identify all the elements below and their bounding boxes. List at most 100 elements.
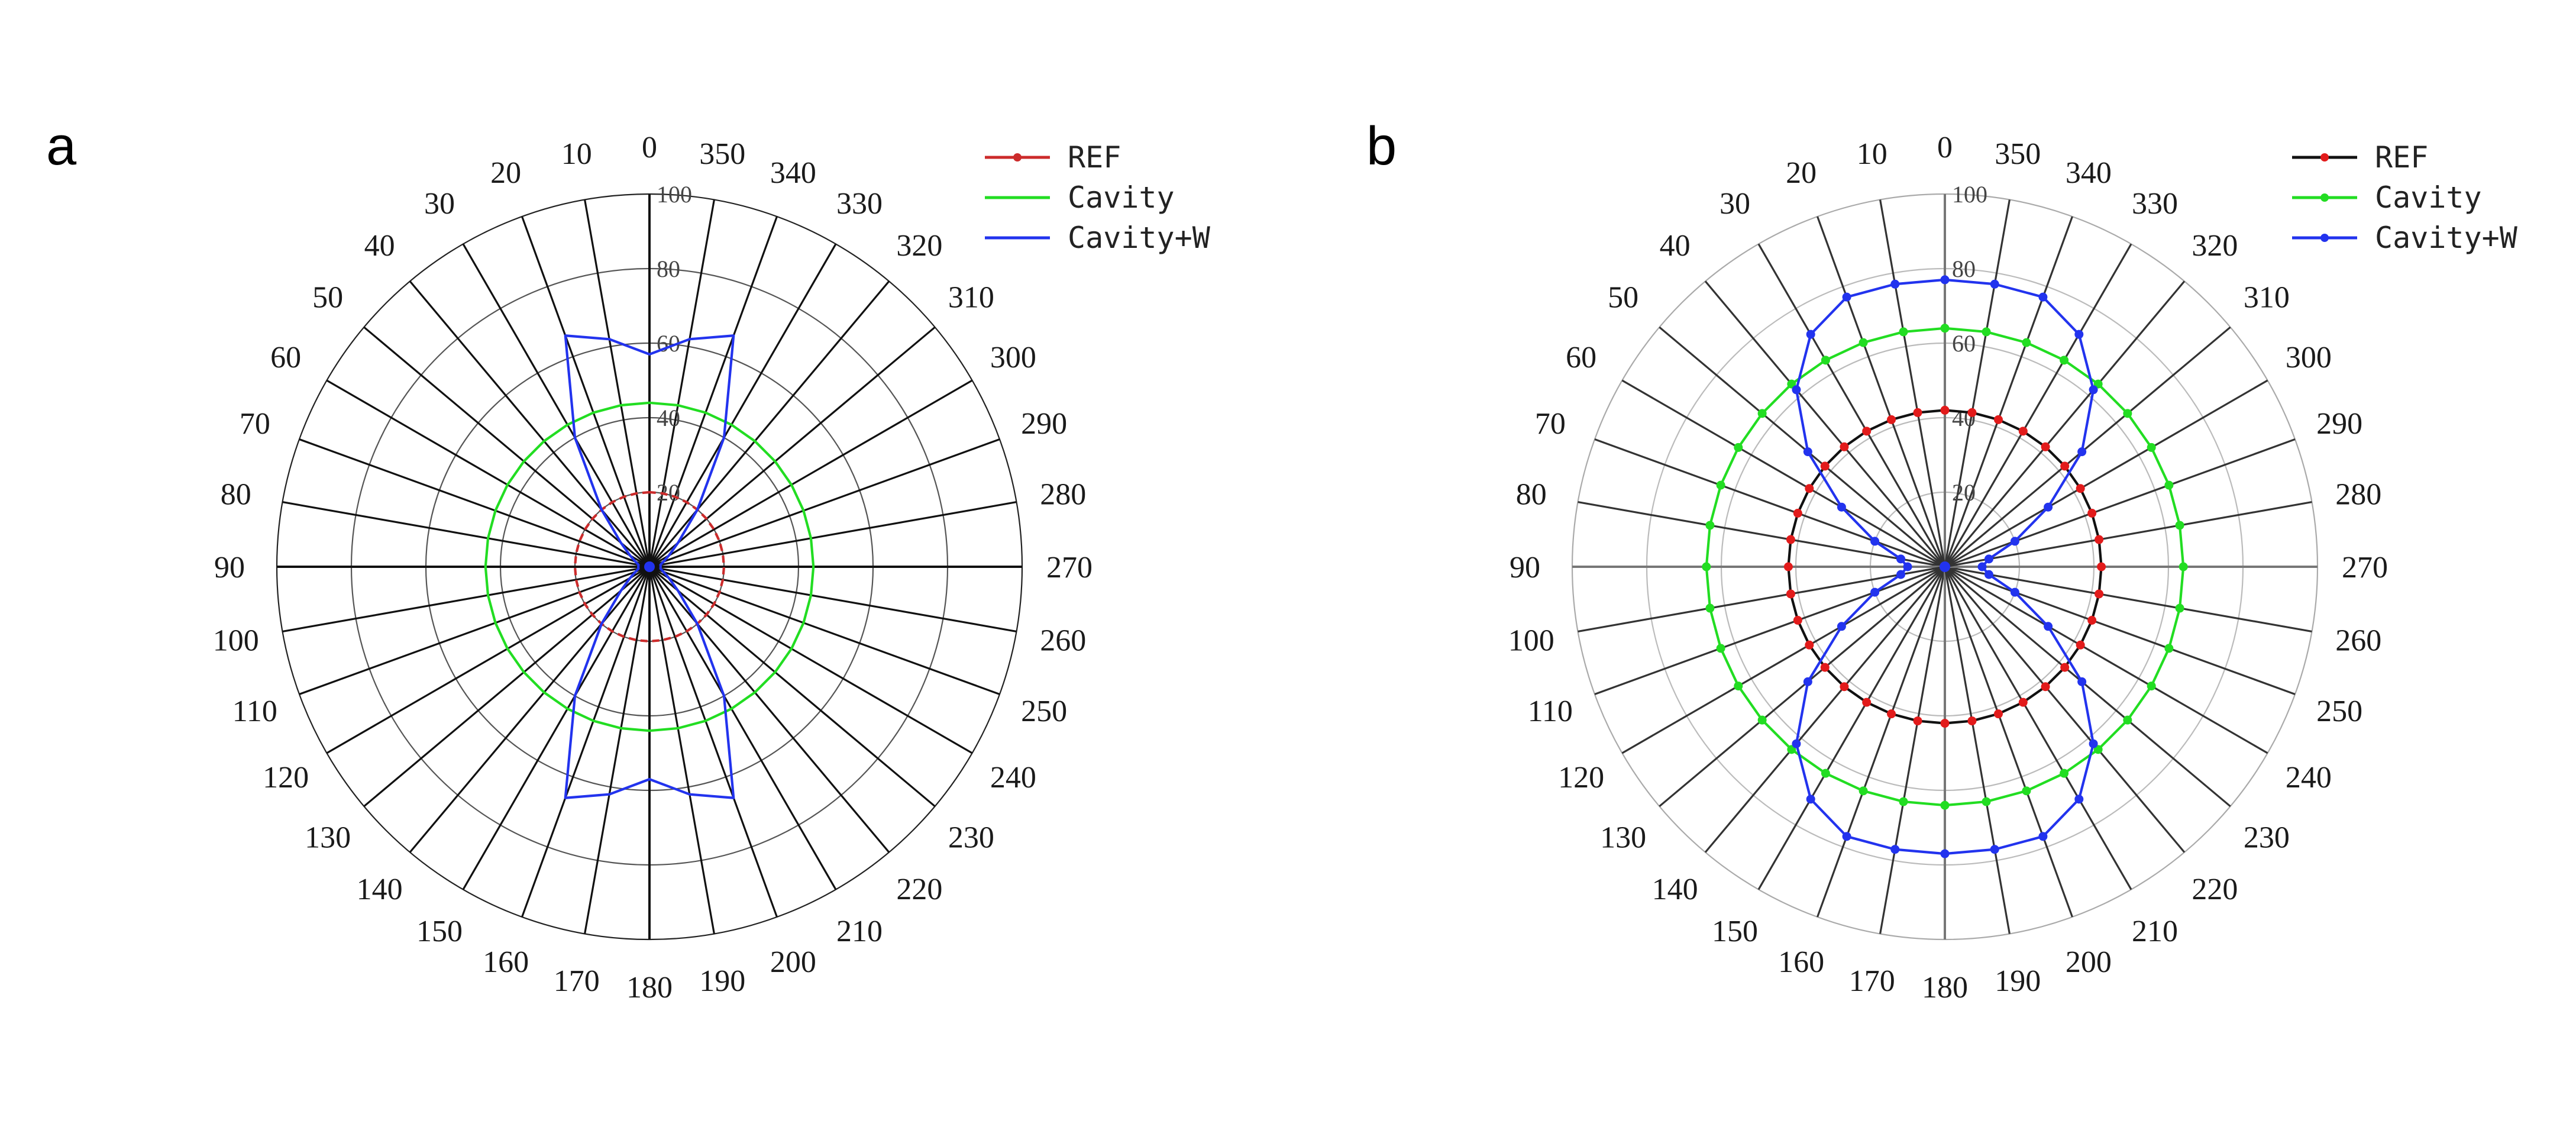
angular-grid-spoke [1594, 438, 1945, 568]
data-point-cavity-w [1803, 447, 1812, 457]
data-point-ref [1805, 640, 1814, 650]
angle-tick-label: 160 [1778, 945, 1824, 979]
angle-tick-label: 30 [1720, 187, 1750, 221]
angular-grid-spoke [1817, 216, 1946, 567]
angular-grid-spoke [1757, 566, 1946, 890]
series-line-ref [573, 490, 726, 643]
angle-tick-label: 150 [416, 915, 463, 948]
angular-grid-spoke [299, 438, 650, 568]
angle-tick-label: 340 [770, 156, 816, 190]
angular-grid-spoke [1944, 379, 2268, 568]
angular-grid-spoke [1578, 501, 1945, 568]
angular-grid-spoke [1704, 566, 1946, 853]
data-point-cavity [1859, 338, 1868, 347]
data-point-ref [1993, 709, 2003, 719]
polar-chart-b: 2040608010001020304050607080901001101201… [1508, 131, 2518, 1005]
data-point-ref [2018, 427, 2028, 436]
angular-grid-spoke [584, 199, 651, 567]
data-point-cavity [1734, 443, 1743, 452]
angle-tick-label: 220 [2192, 873, 2238, 906]
data-point-cavity-w [2089, 385, 2098, 395]
angle-tick-label: 80 [221, 478, 251, 512]
series-line-cavity-w [564, 334, 735, 799]
data-point-cavity [1757, 715, 1767, 725]
angular-grid-spoke [1621, 566, 1945, 754]
legend-marker [2320, 234, 2329, 242]
data-point-cavity [1821, 768, 1830, 778]
data-point-cavity [1899, 327, 1908, 337]
radial-tick-label: 100 [657, 181, 692, 208]
angle-tick-label: 170 [1849, 964, 1895, 998]
angle-tick-label: 10 [561, 137, 592, 171]
angle-tick-label: 290 [1021, 407, 1067, 441]
angular-grid-spoke [462, 566, 651, 890]
center-hub [1940, 561, 1950, 572]
angular-grid-spoke [1944, 243, 2132, 567]
data-point-cavity-w [1940, 849, 1950, 858]
angular-grid-spoke [1944, 566, 2312, 632]
data-point-cavity-w [1842, 292, 1851, 302]
angular-grid-spoke [648, 566, 936, 808]
angle-tick-label: 210 [2132, 915, 2178, 948]
angular-grid-spoke [1659, 326, 1946, 568]
data-point-cavity-w [1977, 562, 1987, 571]
angle-tick-label: 0 [1937, 131, 1953, 164]
angular-grid-spoke [648, 326, 936, 568]
angle-tick-label: 120 [263, 761, 309, 795]
data-point-cavity-w [1870, 537, 1880, 546]
angular-grid-spoke [649, 566, 1017, 632]
angle-tick-label: 300 [990, 341, 1036, 374]
legend-label: Cavity [1068, 180, 1175, 215]
data-point-ref [2076, 484, 2085, 493]
angle-tick-label: 350 [1995, 137, 2041, 171]
legend-label: REF [2375, 140, 2428, 175]
radial-tick-label: 20 [657, 479, 680, 506]
angular-grid-spoke [326, 379, 650, 568]
angle-tick-label: 350 [699, 137, 745, 171]
data-point-cavity [1716, 644, 1725, 653]
data-point-cavity [1734, 682, 1743, 691]
angular-grid-spoke [1757, 243, 1946, 567]
data-point-cavity-w [1792, 739, 1801, 748]
angle-tick-label: 180 [1922, 971, 1968, 1005]
radial-tick-label: 80 [1952, 256, 1976, 282]
panel-label-a: a [46, 116, 77, 176]
data-point-cavity [1702, 562, 1711, 571]
data-point-cavity-w [1803, 677, 1812, 686]
angle-tick-label: 70 [240, 407, 270, 441]
angular-grid-spoke [648, 566, 715, 934]
data-point-ref [2018, 697, 2028, 707]
data-point-cavity-w [1990, 845, 1999, 854]
angular-grid-spoke [521, 566, 651, 918]
data-point-cavity-w [2077, 447, 2087, 457]
data-point-cavity [1940, 800, 1950, 810]
data-point-ref [2095, 589, 2104, 599]
angular-grid-spoke [649, 501, 1017, 568]
angle-tick-label: 20 [1786, 156, 1817, 190]
data-point-ref [2076, 640, 2085, 650]
angular-grid-spoke [648, 280, 890, 568]
angle-tick-label: 140 [357, 873, 403, 906]
angular-grid-spoke [363, 566, 651, 808]
data-point-cavity-w [1903, 562, 1912, 571]
legend-label: Cavity+W [2375, 221, 2518, 255]
data-point-cavity-w [1842, 832, 1851, 841]
data-point-cavity [2022, 338, 2031, 347]
legend-marker [1013, 153, 1022, 162]
angle-tick-label: 200 [770, 945, 816, 979]
data-point-ref [1840, 682, 1849, 692]
data-point-cavity [1821, 356, 1830, 365]
angle-tick-label: 50 [1608, 281, 1638, 315]
data-point-ref [1793, 615, 1802, 625]
angle-tick-label: 320 [896, 229, 942, 263]
angular-grid-spoke [1944, 566, 2011, 934]
data-point-cavity-w [1837, 622, 1846, 631]
angular-grid-spoke [1944, 216, 2073, 567]
angle-tick-label: 120 [1558, 761, 1604, 795]
data-point-cavity-w [2074, 795, 2084, 804]
angular-grid-spoke [649, 566, 1000, 695]
angle-tick-label: 330 [2132, 187, 2178, 221]
angle-tick-label: 310 [2244, 281, 2290, 315]
angular-grid-spoke [1944, 566, 2073, 918]
